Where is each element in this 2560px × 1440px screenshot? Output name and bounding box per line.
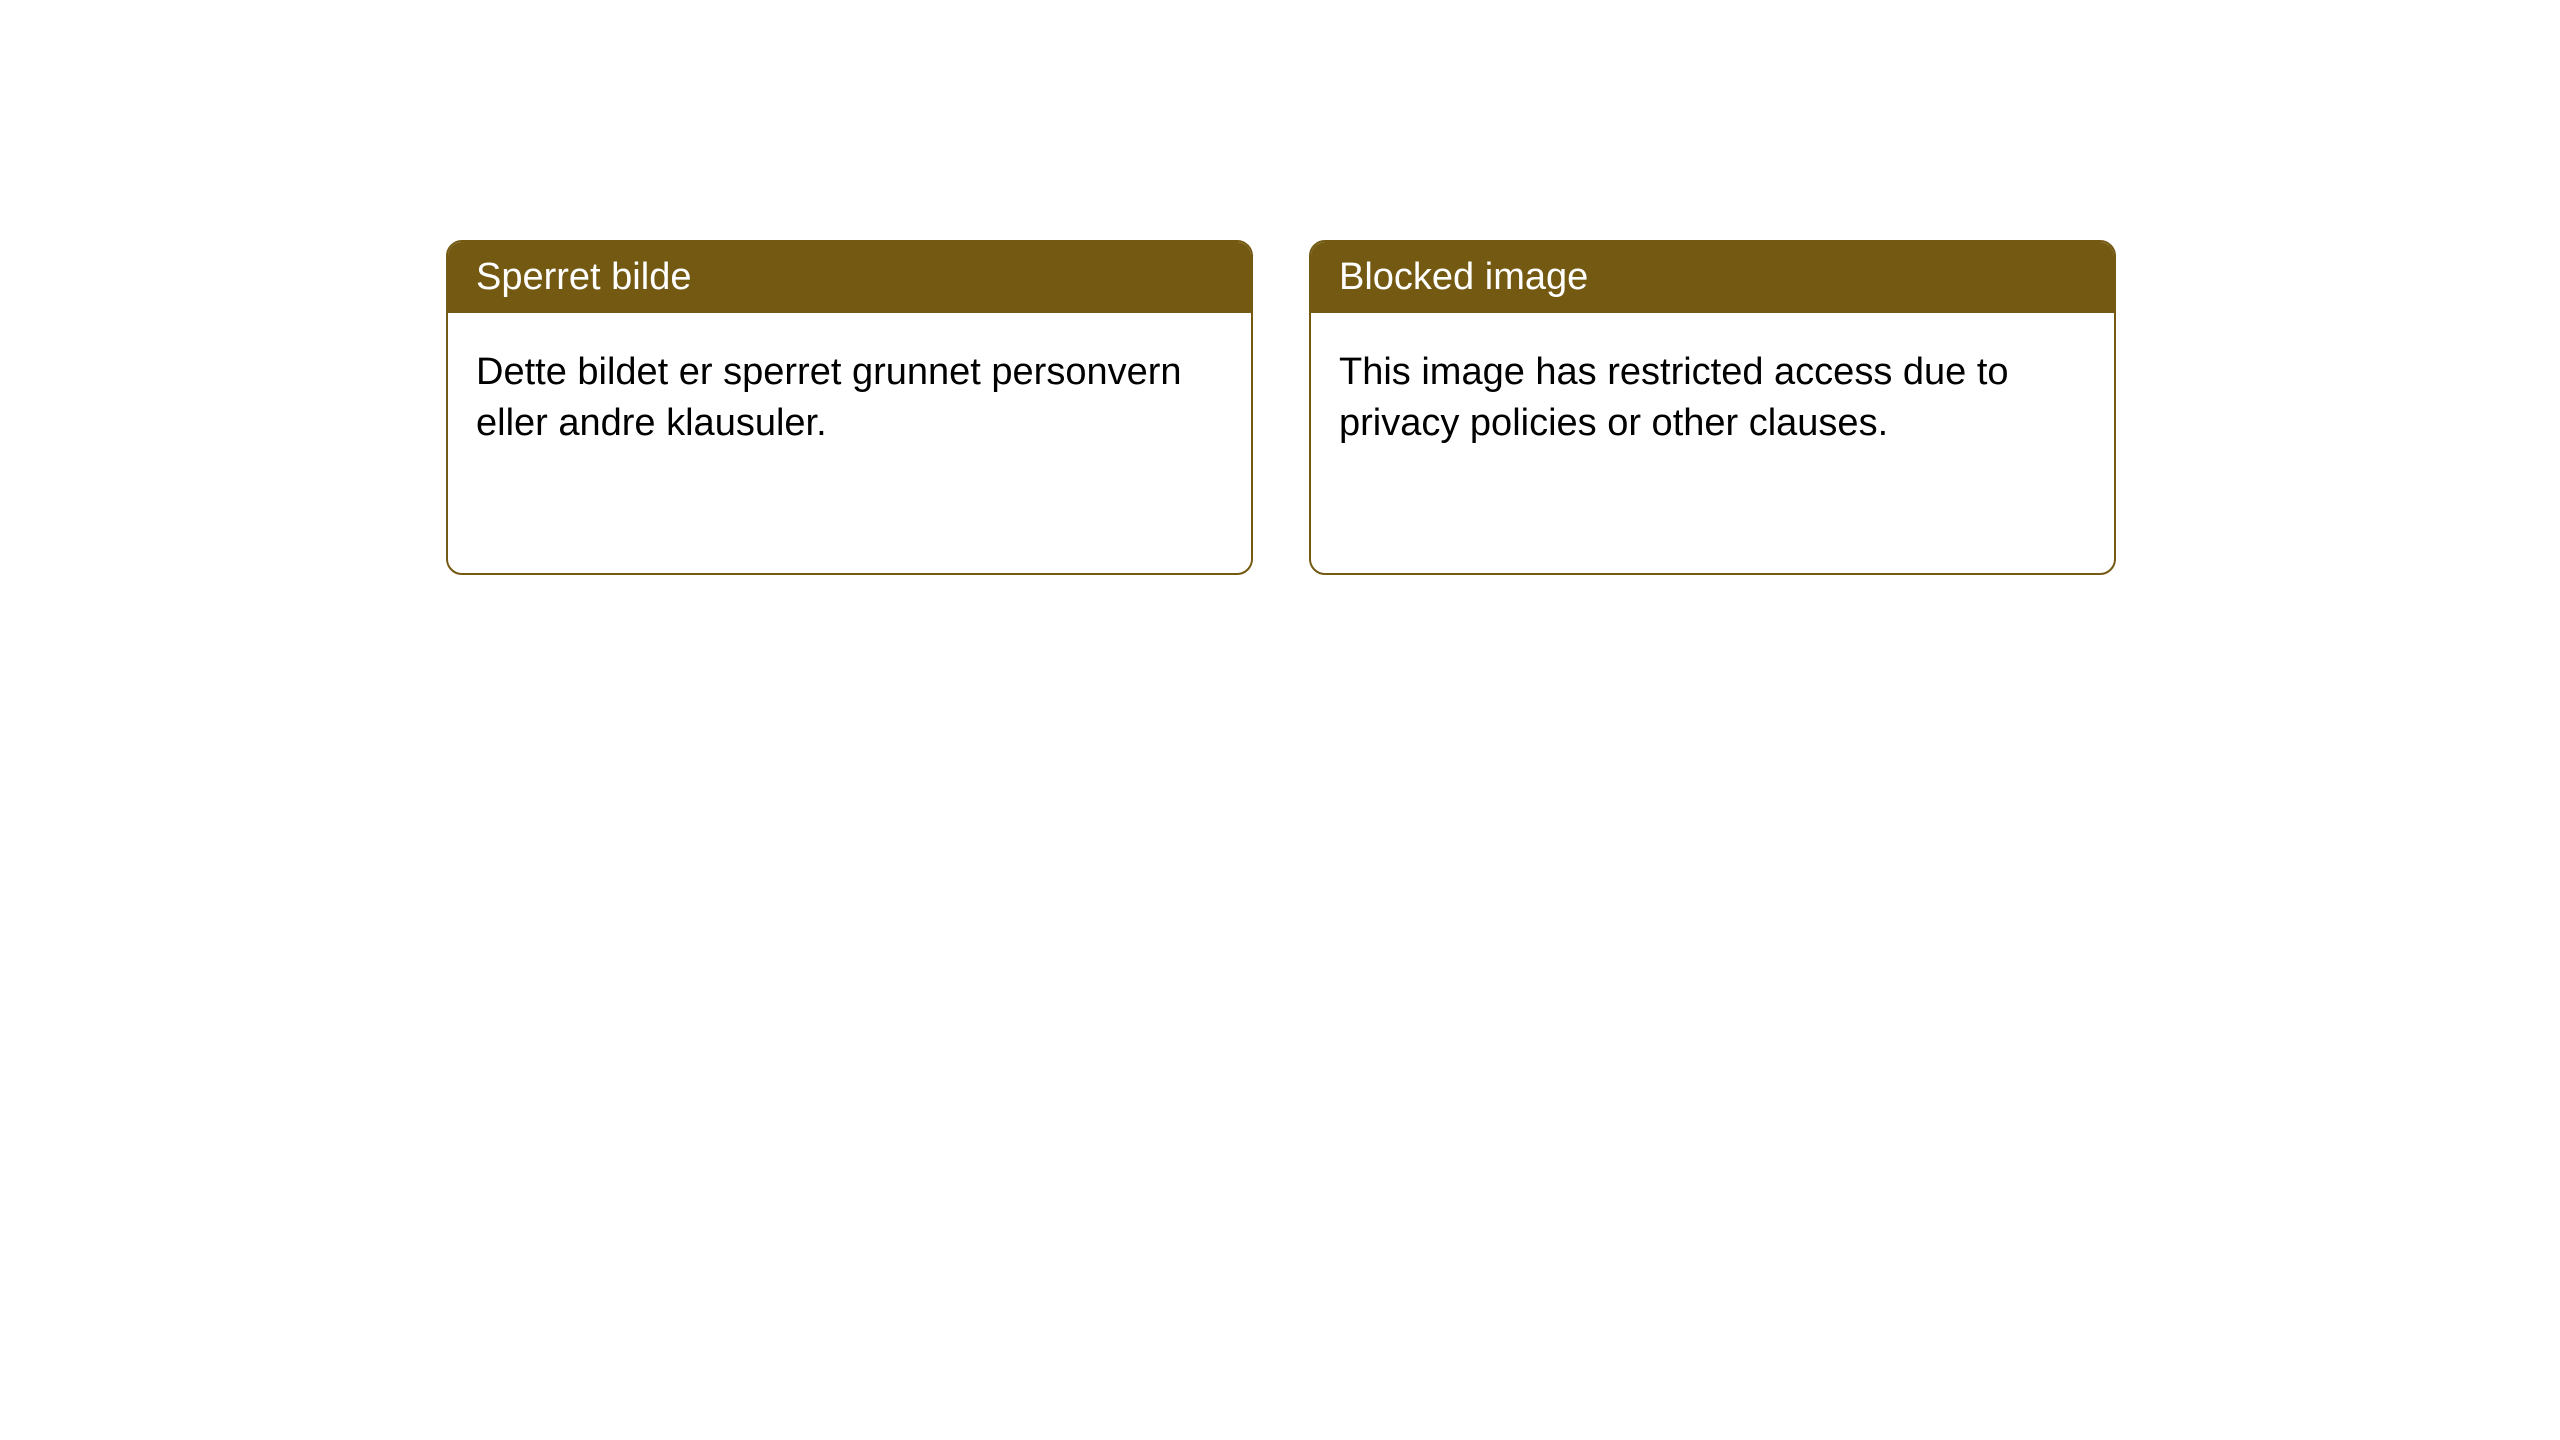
notice-header-english: Blocked image xyxy=(1311,242,2114,313)
notice-body-english: This image has restricted access due to … xyxy=(1311,313,2114,573)
notice-card-norwegian: Sperret bilde Dette bildet er sperret gr… xyxy=(446,240,1253,575)
notice-title-norwegian: Sperret bilde xyxy=(476,256,691,298)
notice-body-norwegian: Dette bildet er sperret grunnet personve… xyxy=(448,313,1251,573)
notice-text-english: This image has restricted access due to … xyxy=(1339,351,2009,444)
notice-text-norwegian: Dette bildet er sperret grunnet personve… xyxy=(476,351,1182,444)
notice-header-norwegian: Sperret bilde xyxy=(448,242,1251,313)
notice-card-english: Blocked image This image has restricted … xyxy=(1309,240,2116,575)
notice-container: Sperret bilde Dette bildet er sperret gr… xyxy=(446,240,2116,575)
notice-title-english: Blocked image xyxy=(1339,256,1588,298)
